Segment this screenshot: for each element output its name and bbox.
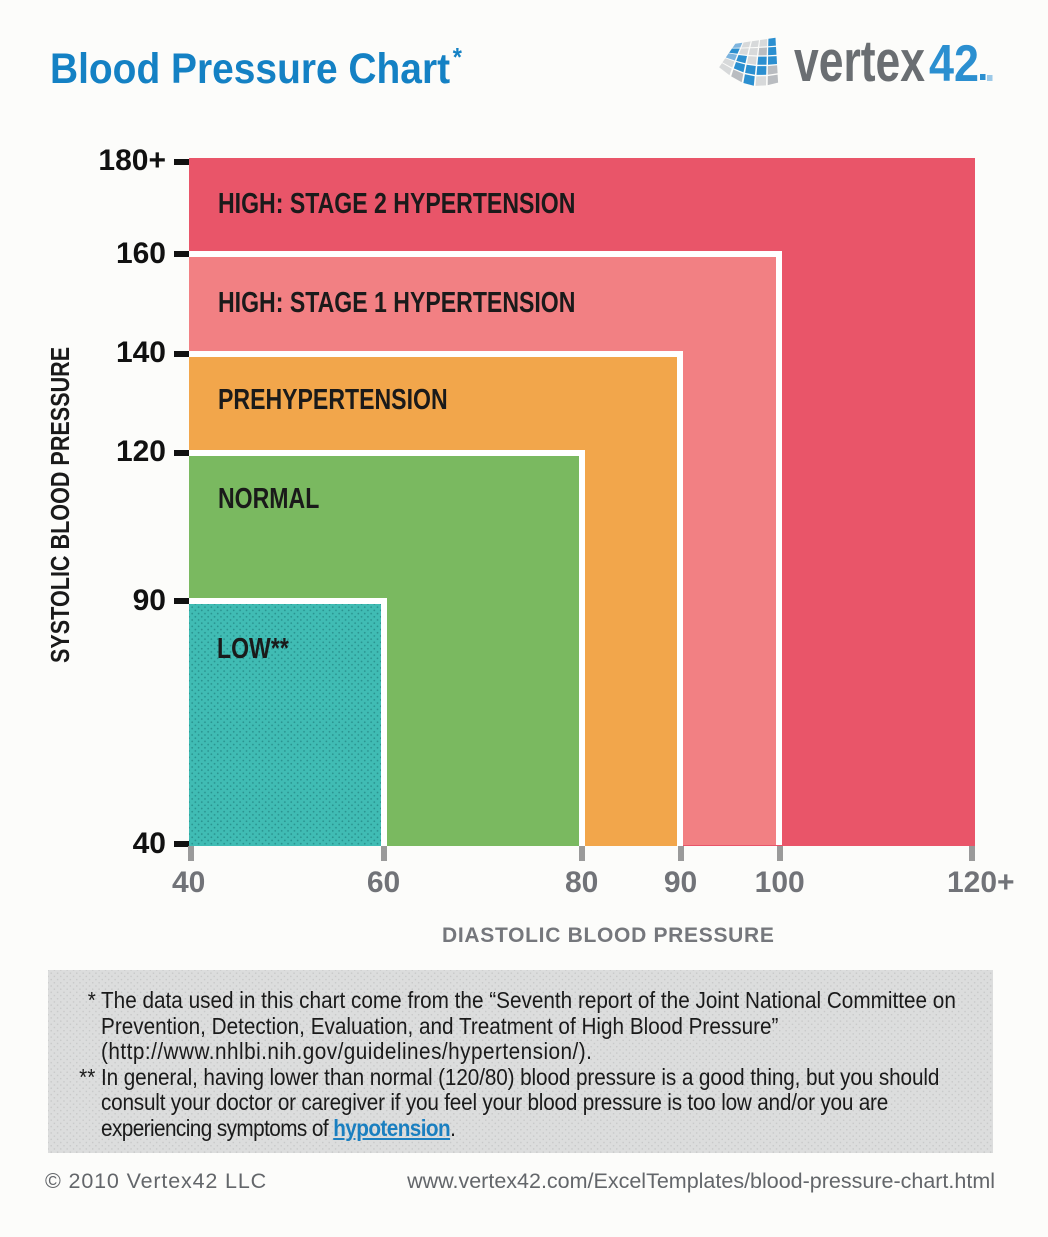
- svg-text:42: 42: [929, 35, 979, 93]
- svg-text:vertex: vertex: [794, 30, 925, 94]
